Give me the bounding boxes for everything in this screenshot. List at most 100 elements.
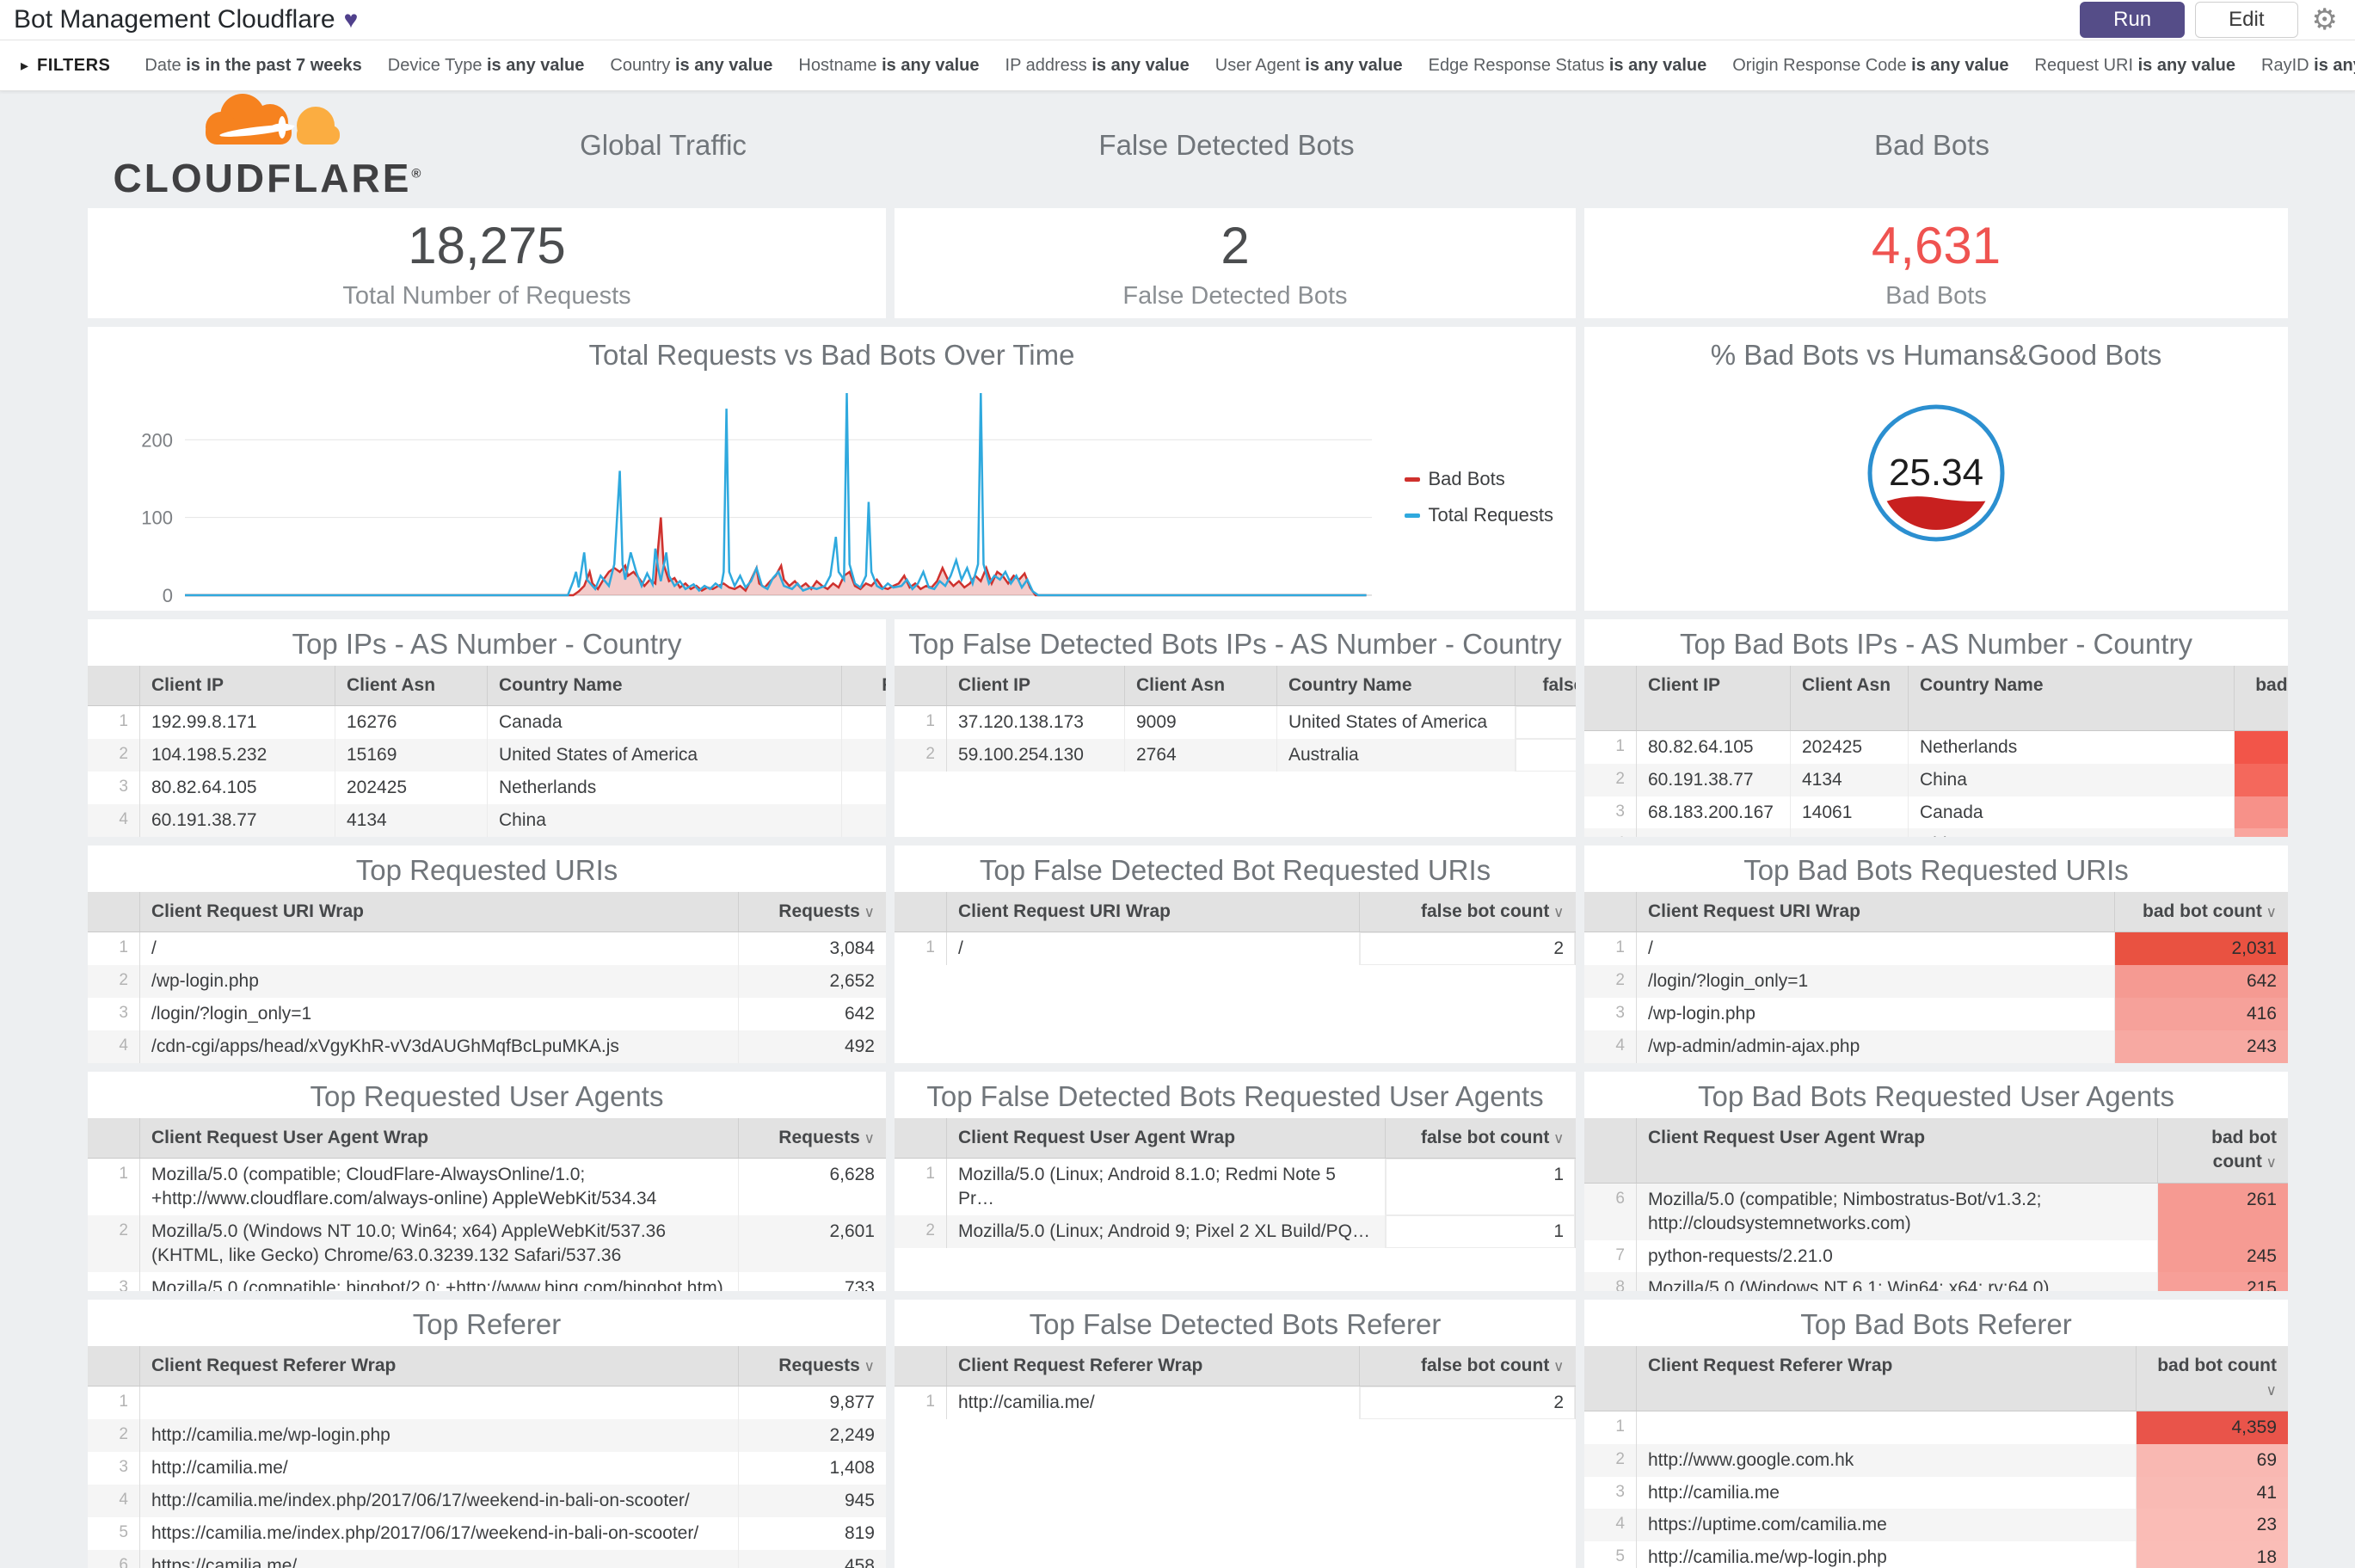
column-header-country-name[interactable]: Country Name [1908,666,2235,731]
timeseries-chart[interactable]: 0 100 200 Apr 1 Apr 3 Apr 5 Apr 7 Apr 9 Apr 11 Ap… [88,373,1576,611]
kpi-label: Total Number of Requests [342,282,631,310]
column-header-bad-bot-count[interactable]: bad bot count ∨ [2136,1346,2288,1411]
cell [139,1386,739,1420]
column-header-client-request-uri-wrap[interactable]: Client Request URI Wrap [1636,892,2115,933]
column-header-false-bot-count[interactable]: false bot count ∨ [1385,1118,1576,1159]
legend-entry[interactable]: Bad Bots [1405,468,1553,490]
column-header-client-ip[interactable]: Client IP [1636,666,1791,731]
table-card-top-referers: Top Referer Client Request Referer Wrap R… [88,1300,886,1568]
svg-text:100: 100 [141,507,173,529]
bad-bots-gauge[interactable]: 25.34 [1860,397,2012,553]
filter-origin-response-code[interactable]: Origin Response Code is any value [1732,55,2009,75]
row-number: 1 [895,1386,947,1420]
filter-hostname[interactable]: Hostname is any value [798,55,980,75]
table-card-top-false-ips: Top False Detected Bots IPs - AS Number … [895,619,1576,837]
cell: 14061 [1790,796,1909,829]
table-row: 2 Mozilla/5.0 (Windows NT 10.0; Win64; x6… [88,1215,886,1273]
table-row: 4 https://uptime.com/camilia.me 23 [1584,1509,2288,1542]
filter-user-agent[interactable]: User Agent is any value [1214,55,1403,75]
cell: 1,408 [829,1458,875,1479]
svg-text:Apr 15: Apr 15 [921,608,980,611]
table-row: 461.160.221.7323650China144 [1584,828,2288,837]
table-row: 5 http://camilia.me/wp-login.php 18 [1584,1541,2288,1568]
row-number: 6 [88,1549,140,1568]
row-number: 4 [88,1485,140,1518]
column-header-requests[interactable]: Requests ∨ [738,1118,886,1159]
legend-swatch [1405,477,1421,482]
column-header-client-request-uri-wrap[interactable]: Client Request URI Wrap [946,892,1360,933]
table-title: Top Referer [412,1308,562,1340]
column-header-bad-bot-count[interactable]: bad bot count ∨ [2157,1118,2288,1184]
column-header-client-request-referer-wrap[interactable]: Client Request Referer Wrap [139,1346,739,1387]
row-number: 1 [1584,730,1637,764]
cell: Mozilla/5.0 (Linux; Android 9; Pixel 2 X… [946,1215,1386,1249]
column-header-client-asn[interactable]: Client Asn [1124,666,1277,707]
dashboard-title: Bot Management Cloudflare [14,5,335,34]
column-header-requests[interactable]: Requests ∨ [738,1346,886,1387]
filters-expand-icon[interactable]: ▸ [21,56,29,74]
table-title: Top False Detected Bots IPs - AS Number … [908,628,1562,660]
gauge-title: % Bad Bots vs Humans&Good Bots [1710,339,2162,371]
column-header-false-bot-count[interactable]: false bot count ∨ [1359,892,1576,933]
cell: 2,031 [2114,932,2288,966]
filter-date[interactable]: Date is in the past 7 weeks [144,55,362,75]
column-header-client-ip[interactable]: Client IP [946,666,1125,707]
cell: China [1908,763,2235,796]
filters-toggle[interactable]: FILTERS [37,55,111,75]
column-header-country-name[interactable]: Country Name [487,666,842,707]
column-header-client-request-user-agent-wrap[interactable]: Client Request User Agent Wrap [139,1118,739,1159]
column-header-client-request-uri-wrap[interactable]: Client Request URI Wrap [139,892,739,933]
legend-entry[interactable]: Total Requests [1405,504,1553,526]
filter-device-type[interactable]: Device Type is any value [387,55,585,75]
column-header-country-name[interactable]: Country Name [1276,666,1516,707]
cell: 41 [2136,1476,2288,1510]
column-header-bad-bot-count[interactable]: bad bot count ∨ [2114,892,2288,933]
row-number: 2 [88,739,140,772]
column-header-false-bot-count[interactable]: false bot count ∨ [1515,666,1576,707]
cell: 215 [2157,1272,2288,1291]
row-number-header [895,1118,947,1159]
section-header-bad-bots: Bad Bots [1874,129,1989,161]
dashboard-body: CLOUDFLARE® Global Traffic False Detecte… [0,91,2355,1568]
row-number: 1 [895,705,947,740]
table-row: 3/login/?login_only=1 642 [88,998,886,1031]
column-header-requests[interactable]: Requests ∨ [841,666,886,707]
cell: 18 [2136,1541,2288,1568]
cloudflare-cloud-icon [206,94,340,145]
chart-title: Total Requests vs Bad Bots Over Time [588,339,1075,371]
data-table: Client Request URI Wrap bad bot count ∨ 1/… [1584,892,2288,1063]
filter-request-uri[interactable]: Request URI is any value [2034,55,2236,75]
row-number: 2 [895,739,947,772]
column-header-client-asn[interactable]: Client Asn [1790,666,1909,731]
column-header-client-ip[interactable]: Client IP [139,666,335,707]
table-card-top-ips: Top IPs - AS Number - Country Client IP C… [88,619,886,837]
row-number-header [88,1346,140,1387]
table-row: 260.191.38.774134China496 [1584,763,2288,796]
table-row: 1 4,359 [1584,1411,2288,1444]
svg-text:200: 200 [141,429,173,451]
column-header-client-request-referer-wrap[interactable]: Client Request Referer Wrap [946,1346,1360,1387]
edit-button[interactable]: Edit [2195,2,2298,38]
column-header-requests[interactable]: Requests ∨ [738,892,886,933]
cell: 4134 [335,804,488,837]
run-button[interactable]: Run [2080,2,2186,38]
row-number: 4 [1584,828,1637,837]
gear-icon[interactable]: ⚙ [2311,3,2338,36]
filter-country[interactable]: Country is any value [610,55,773,75]
column-header-bad-bot-count[interactable]: bad bot count ∨ [2234,666,2288,731]
column-header-client-request-user-agent-wrap[interactable]: Client Request User Agent Wrap [1636,1118,2158,1184]
column-header-client-asn[interactable]: Client Asn [335,666,488,707]
cell: 642 [844,1004,875,1024]
filter-ip-address[interactable]: IP address is any value [1005,55,1190,75]
filter-rayid[interactable]: RayID is any value [2261,55,2355,75]
filter-edge-response-status[interactable]: Edge Response Status is any value [1428,55,1707,75]
column-header-false-bot-count[interactable]: false bot count ∨ [1359,1346,1576,1387]
table-row: 380.82.64.105202425Netherlands637 [88,772,886,805]
column-header-client-request-referer-wrap[interactable]: Client Request Referer Wrap [1636,1346,2137,1411]
column-header-client-request-user-agent-wrap[interactable]: Client Request User Agent Wrap [946,1118,1386,1159]
cell: 9009 [1124,705,1277,740]
cell: 2 [1358,1386,1576,1420]
svg-text:Apr 17: Apr 17 [1031,608,1090,611]
